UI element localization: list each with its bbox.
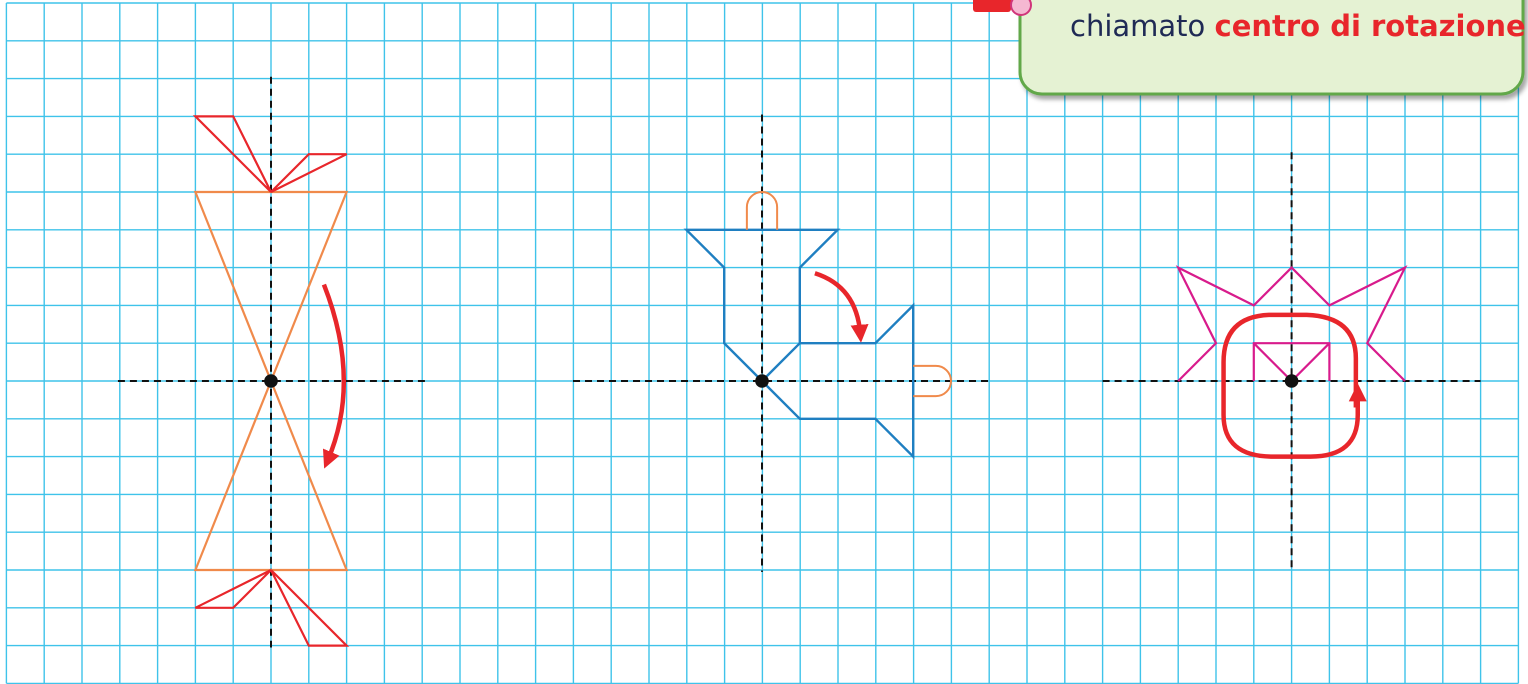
callout: chiamato centro di rotazione. bbox=[973, 0, 1528, 94]
callout-text: chiamato centro di rotazione. bbox=[1070, 9, 1528, 43]
callout-highlight: centro di rotazione bbox=[1215, 9, 1526, 43]
figure-hourglass bbox=[118, 77, 426, 648]
worksheet: chiamato centro di rotazione. bbox=[0, 0, 1528, 684]
callout-plain: chiamato bbox=[1070, 9, 1205, 43]
